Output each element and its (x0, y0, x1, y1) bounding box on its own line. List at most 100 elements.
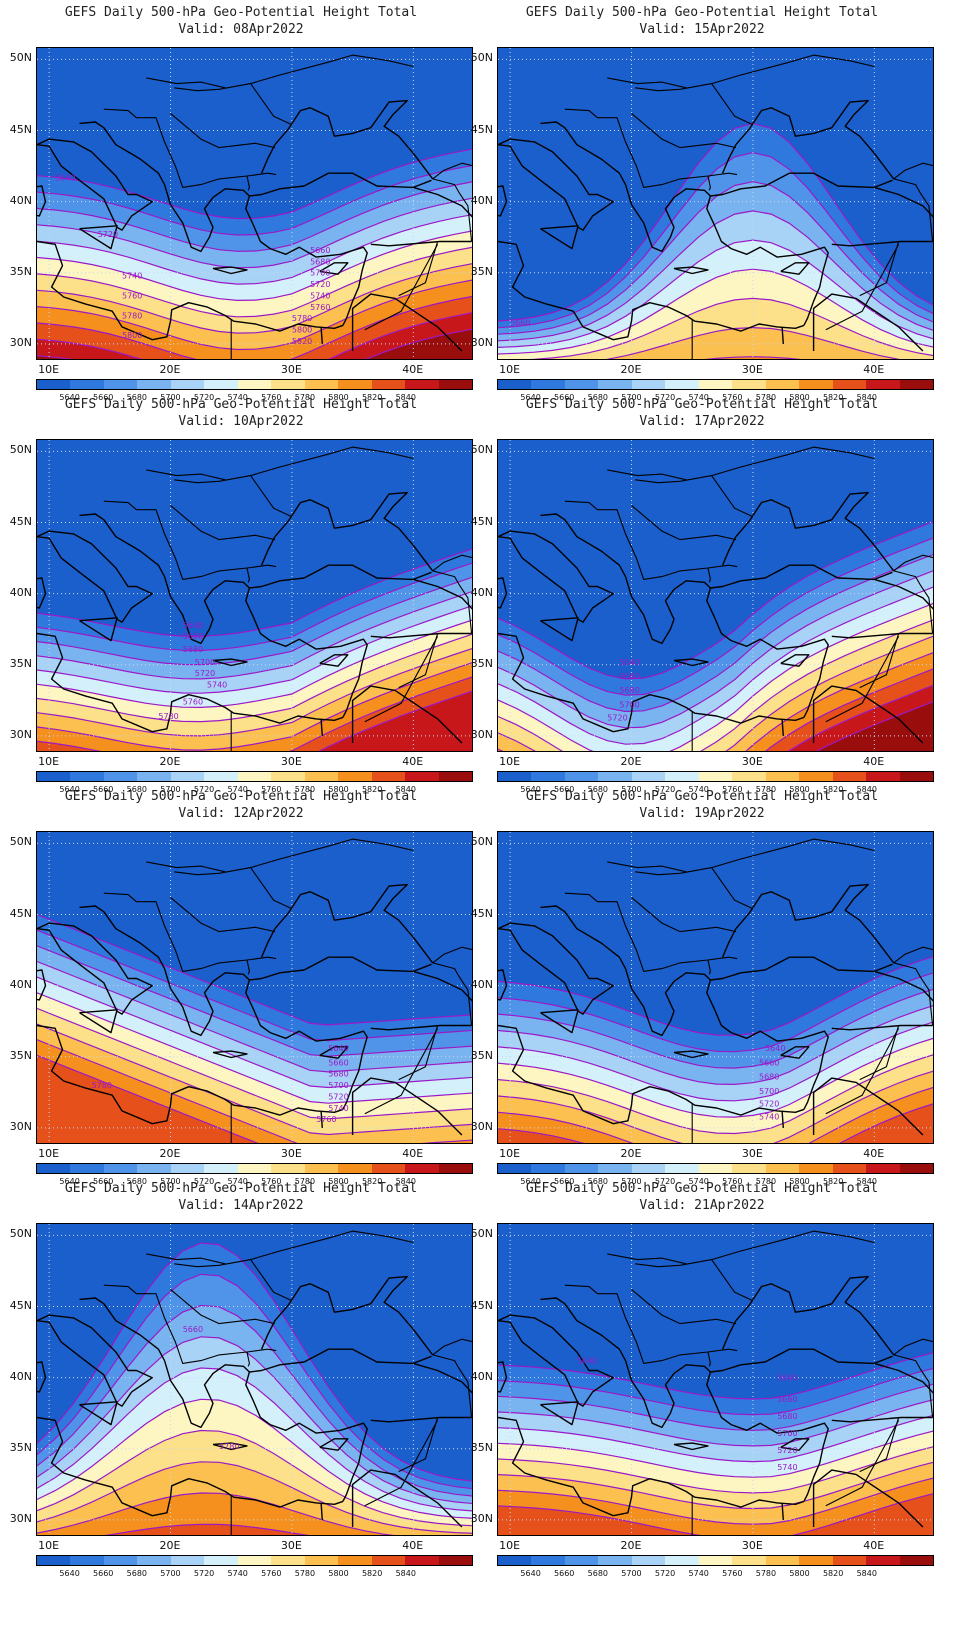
coastline (498, 240, 805, 341)
coastline (319, 262, 349, 275)
contour-line (498, 553, 933, 713)
lon-tick-label: 20E (620, 1539, 642, 1552)
colorbar-segment (70, 772, 104, 781)
colorbar-segment (799, 1556, 833, 1565)
lon-tick-label: 40E (402, 363, 424, 376)
colorbar-label: 5660 (554, 393, 575, 402)
coastline (103, 108, 268, 188)
coastline (250, 446, 414, 477)
colorbar (497, 771, 934, 782)
colorbar-segment (103, 1556, 138, 1565)
coastline (351, 293, 463, 352)
coastline (413, 1362, 472, 1394)
map-panel: GEFS Daily 500-hPa Geo-Potential Height … (461, 0, 943, 410)
lon-tick-label: 30E (280, 363, 302, 376)
coastline (607, 861, 687, 873)
colorbar-segment (371, 1556, 406, 1565)
lat-tick-label: 50N (9, 1227, 32, 1241)
panel-valid-date: Valid: 12Apr2022 (178, 806, 304, 821)
lon-tick-label: 30E (280, 1539, 302, 1552)
contour-label: 5700 (328, 1081, 348, 1090)
lon-tick-label: 10E (499, 1539, 521, 1552)
colorbar-label: 5720 (193, 1569, 215, 1578)
map-area: 5660 (497, 47, 934, 360)
colorbar-segment (271, 380, 305, 389)
colorbar-segment (37, 772, 71, 781)
coastline (246, 959, 250, 975)
lat-tick-label: 40N (470, 585, 493, 599)
contour-line (498, 988, 933, 1069)
colorbar-label: 5760 (261, 393, 282, 402)
colorbar-segment (137, 772, 171, 781)
contour-line (37, 246, 472, 318)
coastline (635, 867, 754, 910)
colorbar-segment (70, 1556, 104, 1565)
colorbar-segment (866, 1556, 900, 1565)
coastline (893, 1338, 933, 1418)
contour-line (498, 1054, 933, 1135)
lon-tick-label: 30E (741, 755, 763, 768)
contour-label: 5680 (310, 257, 330, 266)
colorbar-label: 5740 (227, 1569, 248, 1578)
lat-tick-label: 40N (9, 193, 32, 207)
colorbar-label: 5640 (59, 1569, 80, 1578)
coastline (564, 892, 729, 972)
colorbar-label: 5800 (789, 1177, 810, 1186)
coastline (635, 83, 754, 126)
coastline (874, 1362, 933, 1394)
coastline (246, 567, 250, 583)
colorbar-segment (137, 1556, 171, 1565)
map-area: 5640 5660 5680 5700 5720 5740 (497, 831, 934, 1144)
contour-label: 5700 (777, 1429, 797, 1438)
panel-valid-date: Valid: 10Apr2022 (178, 414, 304, 429)
coastline (174, 1259, 293, 1302)
coastline (320, 326, 323, 344)
lat-tick-label: 45N (9, 906, 32, 920)
colorbar-segment (271, 1556, 305, 1565)
colorbar-label: 5680 (126, 785, 148, 794)
colorbar-label: 5820 (822, 393, 844, 402)
coastline (79, 1297, 432, 1429)
colorbar-label: 5760 (722, 1177, 743, 1186)
contour-label: 5820 (292, 337, 312, 346)
colorbar-segment (498, 1164, 532, 1173)
lat-tick-label: 40N (9, 585, 32, 599)
coastline (498, 185, 508, 217)
colorbar-segment (531, 772, 565, 781)
colorbar-label: 5740 (688, 1177, 709, 1186)
colorbar-segment (103, 1164, 138, 1173)
lat-tick-label: 35N (9, 264, 32, 278)
contour-label: 5660 (619, 672, 639, 681)
coastline (831, 1024, 933, 1031)
panel-title: GEFS Daily 500-hPa Geo-Potential Height … (64, 5, 418, 20)
colorbar-segment (765, 1556, 800, 1565)
contour-line (498, 1352, 933, 1400)
colorbar-segment (70, 1164, 104, 1173)
colorbar-segment (665, 1556, 699, 1565)
contour-label: 5660 (759, 1058, 779, 1067)
coastline (170, 504, 276, 541)
contour-label: 5640 (577, 1356, 597, 1365)
coastline (831, 1416, 933, 1423)
colorbar-segment (405, 772, 439, 781)
coastline (398, 633, 439, 689)
coastline (728, 1348, 738, 1352)
lat-tick-label: 45N (470, 1298, 493, 1312)
band-fill (498, 1103, 933, 1143)
coastline (79, 513, 432, 645)
coastline (37, 185, 47, 217)
lat-tick-label: 35N (470, 264, 493, 278)
lon-tick-label: 10E (38, 1147, 60, 1160)
colorbar-segment (665, 380, 699, 389)
lon-tick-label: 20E (159, 1539, 181, 1552)
colorbar-segment (237, 380, 272, 389)
colorbar-segment (564, 772, 599, 781)
colorbar-segment (371, 380, 406, 389)
contour-line (498, 1037, 933, 1118)
coastline (721, 99, 895, 180)
coastline (540, 1297, 893, 1429)
colorbar-label: 5800 (328, 785, 349, 794)
contour-label: 5720 (195, 669, 215, 678)
coastline (37, 922, 153, 1015)
coastline (174, 867, 293, 910)
